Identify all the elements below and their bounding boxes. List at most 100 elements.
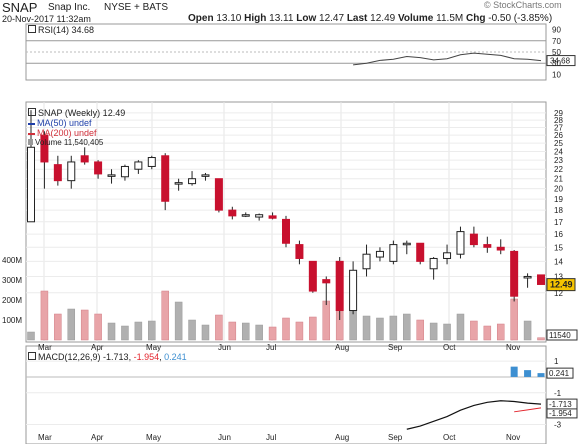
last-price-label: 12.49 [550,280,573,290]
month-label-top: Aug [335,343,349,352]
volume-bar [496,323,505,341]
price-tick-label: 21 [554,175,563,184]
candle-body [94,161,103,175]
month-label-bottom: Apr [91,433,104,442]
volume-bar [107,322,116,341]
candle-body [67,161,76,182]
volume-bar [403,313,411,341]
price-tick-label: 15 [554,243,563,252]
volume-bars: 11540 [27,289,578,341]
price-legend: SNAP (Weekly) 12.49 MA(50) undef MA(200)… [28,108,125,147]
date-label: 20-Nov-2017 11:32am [2,14,91,24]
volume-tick-label: 200M [2,296,22,305]
candle-body [402,242,411,246]
candle-body [147,157,156,167]
volume-bar [510,298,518,341]
ma50-legend: MA(50) undef [28,118,125,128]
volume-bar [295,321,304,341]
company-name: Snap Inc. [48,2,91,13]
price-tick-label: 12 [554,289,563,298]
volume-tick-label: 300M [2,276,22,285]
candle-body [201,174,210,177]
rsi-tick-label: 30 [552,59,561,68]
volume-bar [241,322,250,341]
month-label-top: Jun [218,343,231,352]
rsi-legend-text: RSI(14) 34.68 [38,25,95,35]
volume-bar [268,326,277,341]
rsi-value-box [546,55,576,67]
month-label-top: Oct [443,343,456,352]
volume-bar [362,315,371,341]
open-label: Open [188,13,214,24]
candle-body [349,269,358,312]
last-value: 12.49 [370,13,396,24]
month-label-top: Nov [506,343,520,352]
price-tick-label: 19 [554,195,563,204]
candle-body [456,231,465,255]
volume-bar [416,319,424,341]
macd-line [406,400,542,430]
macd-tick-label: -3 [554,420,562,429]
candle-body [389,244,398,262]
price-tick-label: 18 [554,206,563,215]
volume-legend: Volume 11,540,405 [28,138,125,147]
volume-bar [282,317,290,341]
month-label-top: Apr [91,343,104,352]
volume-value-box [546,329,578,341]
volume-bar [309,316,317,341]
rsi-tick-label: 90 [552,26,561,35]
volume-bar [174,301,183,341]
macd-histogram-bar [537,373,545,377]
candle-body [120,165,129,178]
candle-body [241,214,250,217]
macd-hist-box-label: 0.241 [549,369,570,378]
macd-histogram-bar [524,370,532,377]
macd-tick-label: -1 [554,389,562,398]
candle-body [496,246,505,251]
volume-bar [121,325,129,341]
month-label-top: Sep [388,343,403,352]
volume-bar [148,320,156,341]
low-value: 12.47 [319,13,345,24]
volume-bar [376,317,384,341]
candle-body [295,244,304,259]
volume-bar [523,320,532,341]
macd-hist-box [546,367,574,379]
candle-body [443,252,452,259]
volume-bar [80,309,89,341]
rsi-legend-icon [28,25,36,33]
candle-body [27,146,35,223]
macd-hist-value: 0.241 [164,352,187,362]
price-tick-label: 17 [554,218,563,227]
volume-bar [483,325,492,341]
volume-value-label: 11540 [549,331,571,340]
macd-histogram-bar [510,366,518,377]
candle-body [80,155,89,163]
volume-bar [188,319,196,341]
volume-bar [67,308,76,341]
macd-value-box-label: -1.713 [549,400,572,409]
price-tick-label: 22 [554,165,563,174]
volume-bar [161,290,169,341]
month-label-bottom: Mar [38,433,52,442]
candle-body [228,209,237,217]
quote-line: Open 13.10 High 13.11 Low 12.47 Last 12.… [188,13,552,24]
price-tick-label: 14 [554,257,563,266]
volume-bar [456,313,465,341]
symbol-label: SNAP [2,0,38,15]
price-legend-text: SNAP (Weekly) 12.49 [38,108,126,118]
grid-lines [26,40,546,425]
macd-tick-label: 1 [554,357,559,366]
volume-bar [40,290,49,341]
month-label-top: Jul [266,343,276,352]
volume-bar [255,324,263,341]
volume-tick-label: 400M [2,256,22,265]
change-label: Chg [466,13,486,24]
volume-bar [322,300,331,341]
volume-bar [443,323,451,341]
candle-body [268,215,277,219]
month-label-top: May [146,343,161,352]
rsi-line [353,52,542,66]
stockcharts-watermark: © StockCharts.com [484,0,562,10]
month-label-top: Mar [38,343,52,352]
